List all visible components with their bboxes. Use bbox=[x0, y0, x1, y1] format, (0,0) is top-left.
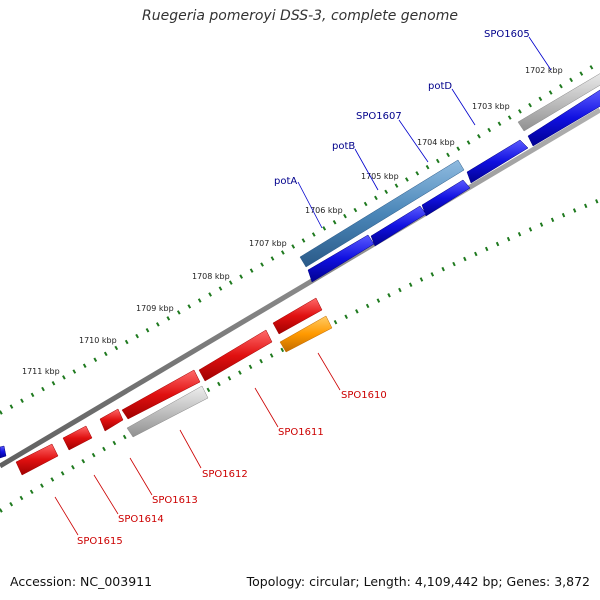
forward-genes bbox=[299, 70, 600, 283]
gene-label-spo1607[interactable]: SPO1607 bbox=[356, 111, 402, 122]
gene-spo1606[interactable] bbox=[527, 89, 600, 147]
reverse-genes bbox=[0, 297, 333, 476]
ruler-label: 1704 kbp bbox=[417, 138, 455, 147]
leader-line bbox=[54, 496, 79, 536]
gene-label-potd[interactable]: potD bbox=[428, 81, 452, 92]
gene-label-spo1612[interactable]: SPO1612 bbox=[202, 469, 248, 480]
ruler-label: 1703 kbp bbox=[472, 102, 510, 111]
leader-line bbox=[528, 36, 552, 71]
leader-line bbox=[93, 474, 119, 515]
leader-line bbox=[451, 88, 476, 126]
leader-line bbox=[129, 457, 153, 496]
leader-line bbox=[297, 181, 323, 229]
gene-spo1605[interactable] bbox=[517, 70, 600, 132]
gene-potd[interactable] bbox=[466, 139, 529, 184]
gene-spo1615-a[interactable] bbox=[62, 425, 93, 451]
ruler-label: 1708 kbp bbox=[192, 272, 230, 281]
leader-line bbox=[179, 429, 202, 469]
ruler-label: 1706 kbp bbox=[305, 206, 343, 215]
leader-line bbox=[254, 387, 279, 428]
gene-label-spo1614[interactable]: SPO1614 bbox=[118, 514, 164, 525]
gene-edge-forward[interactable] bbox=[0, 445, 7, 459]
gene-spo1615-b[interactable] bbox=[15, 443, 59, 476]
ruler-label: 1709 kbp bbox=[136, 304, 174, 313]
gene-spo1610[interactable] bbox=[279, 315, 333, 353]
gene-label-spo1615[interactable]: SPO1615 bbox=[77, 536, 123, 547]
gene-spo1611[interactable] bbox=[198, 329, 273, 382]
ruler-label: 1711 kbp bbox=[22, 367, 60, 376]
gene-label-spo1605[interactable]: SPO1605 bbox=[484, 29, 530, 40]
ruler-label: 1702 kbp bbox=[525, 66, 563, 75]
gene-label-spo1611[interactable]: SPO1611 bbox=[278, 427, 324, 438]
leader-line bbox=[398, 119, 429, 163]
map-title: Ruegeria pomeroyi DSS-3, complete genome bbox=[142, 8, 458, 24]
gene-label-potb[interactable]: potB bbox=[332, 141, 355, 152]
leader-line bbox=[354, 148, 379, 191]
ruler-label: 1705 kbp bbox=[361, 172, 399, 181]
accession-text: Accession: NC_003911 bbox=[10, 574, 153, 589]
gene-spo1613[interactable] bbox=[121, 369, 201, 420]
gene-spo1609[interactable] bbox=[272, 297, 323, 335]
ruler-label: 1710 kbp bbox=[79, 336, 117, 345]
forward-gene-labels: SPO1605 potD SPO1607 potB potA bbox=[274, 29, 552, 229]
ruler-labels: 1702 kbp 1703 kbp 1704 kbp 1705 kbp 1706… bbox=[22, 66, 563, 376]
gene-label-spo1610[interactable]: SPO1610 bbox=[341, 390, 387, 401]
genome-summary-text: Topology: circular; Length: 4,109,442 bp… bbox=[246, 574, 590, 589]
leader-line bbox=[317, 352, 341, 391]
gene-pota-lower[interactable] bbox=[307, 234, 375, 283]
reverse-gene-labels: SPO1610 SPO1611 SPO1612 SPO1613 SPO1614 … bbox=[54, 352, 387, 547]
gene-spo1614[interactable] bbox=[99, 408, 124, 432]
gene-potb[interactable] bbox=[370, 205, 427, 247]
ruler-outer-ticks bbox=[0, 60, 600, 415]
ruler-label: 1707 kbp bbox=[249, 239, 287, 248]
ruler-inner-ticks bbox=[0, 198, 600, 513]
gene-pota[interactable] bbox=[299, 159, 465, 268]
gene-label-spo1613[interactable]: SPO1613 bbox=[152, 495, 198, 506]
genome-backbone bbox=[0, 107, 600, 469]
gene-spo1612[interactable] bbox=[126, 385, 209, 438]
gene-label-pota[interactable]: potA bbox=[274, 176, 297, 187]
